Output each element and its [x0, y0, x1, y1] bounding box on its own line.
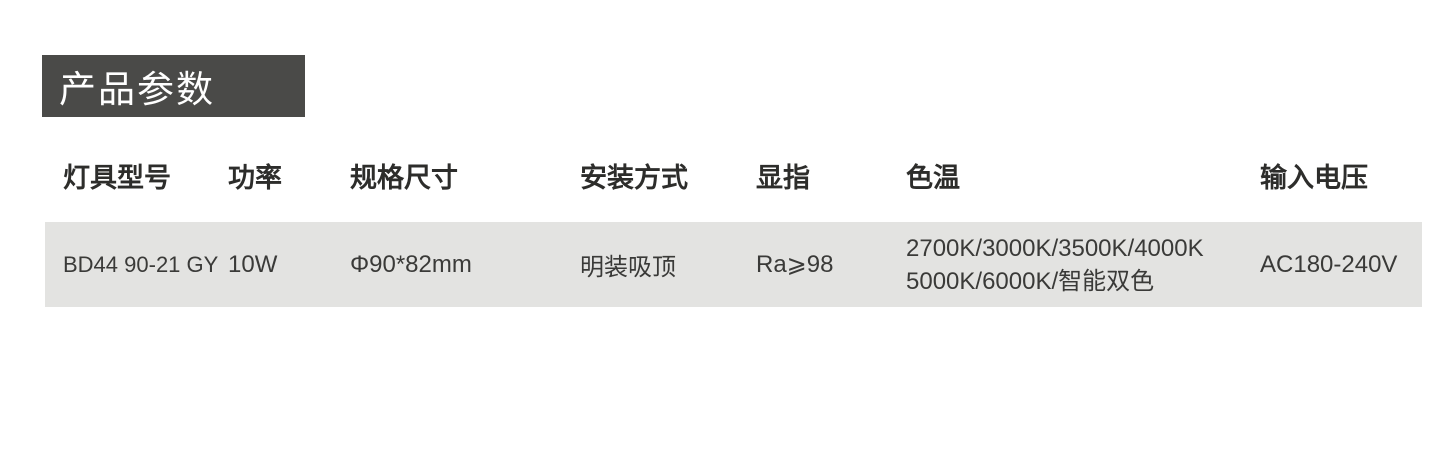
column-header-cri: 显指: [756, 162, 810, 193]
cell-install-value: 明装吸顶: [580, 254, 676, 281]
cct-line-1: 2700K/3000K/3500K/4000K: [906, 234, 1204, 262]
cell-size-value: Φ90*82mm: [350, 250, 472, 278]
section-title-badge: 产品参数: [42, 55, 305, 117]
cell-voltage-value: AC180-240V: [1260, 250, 1398, 278]
cell-model-value: BD44 90-21 GY: [63, 251, 219, 277]
column-header-install: 安装方式: [580, 162, 688, 193]
cell-power-value: 10W: [228, 250, 278, 278]
cct-line-2: 5000K/6000K/智能双色: [906, 267, 1155, 295]
column-header-voltage: 输入电压: [1260, 162, 1368, 193]
cell-cct-value: 2700K/3000K/3500K/4000K 5000K/6000K/智能双色: [906, 232, 1260, 298]
column-header-power: 功率: [228, 162, 282, 193]
spec-table-data-row: BD44 90-21 GY 10W Φ90*82mm 明装吸顶 Ra⩾98 27…: [45, 222, 1422, 307]
spec-table-header-row: 灯具型号 功率 规格尺寸 安装方式 显指 色温 输入电压: [45, 150, 1422, 200]
cell-cri-value: Ra⩾98: [756, 251, 834, 278]
column-header-cct: 色温: [906, 162, 960, 193]
column-header-model: 灯具型号: [63, 162, 171, 193]
section-title: 产品参数: [59, 69, 215, 110]
column-header-size: 规格尺寸: [350, 162, 458, 193]
